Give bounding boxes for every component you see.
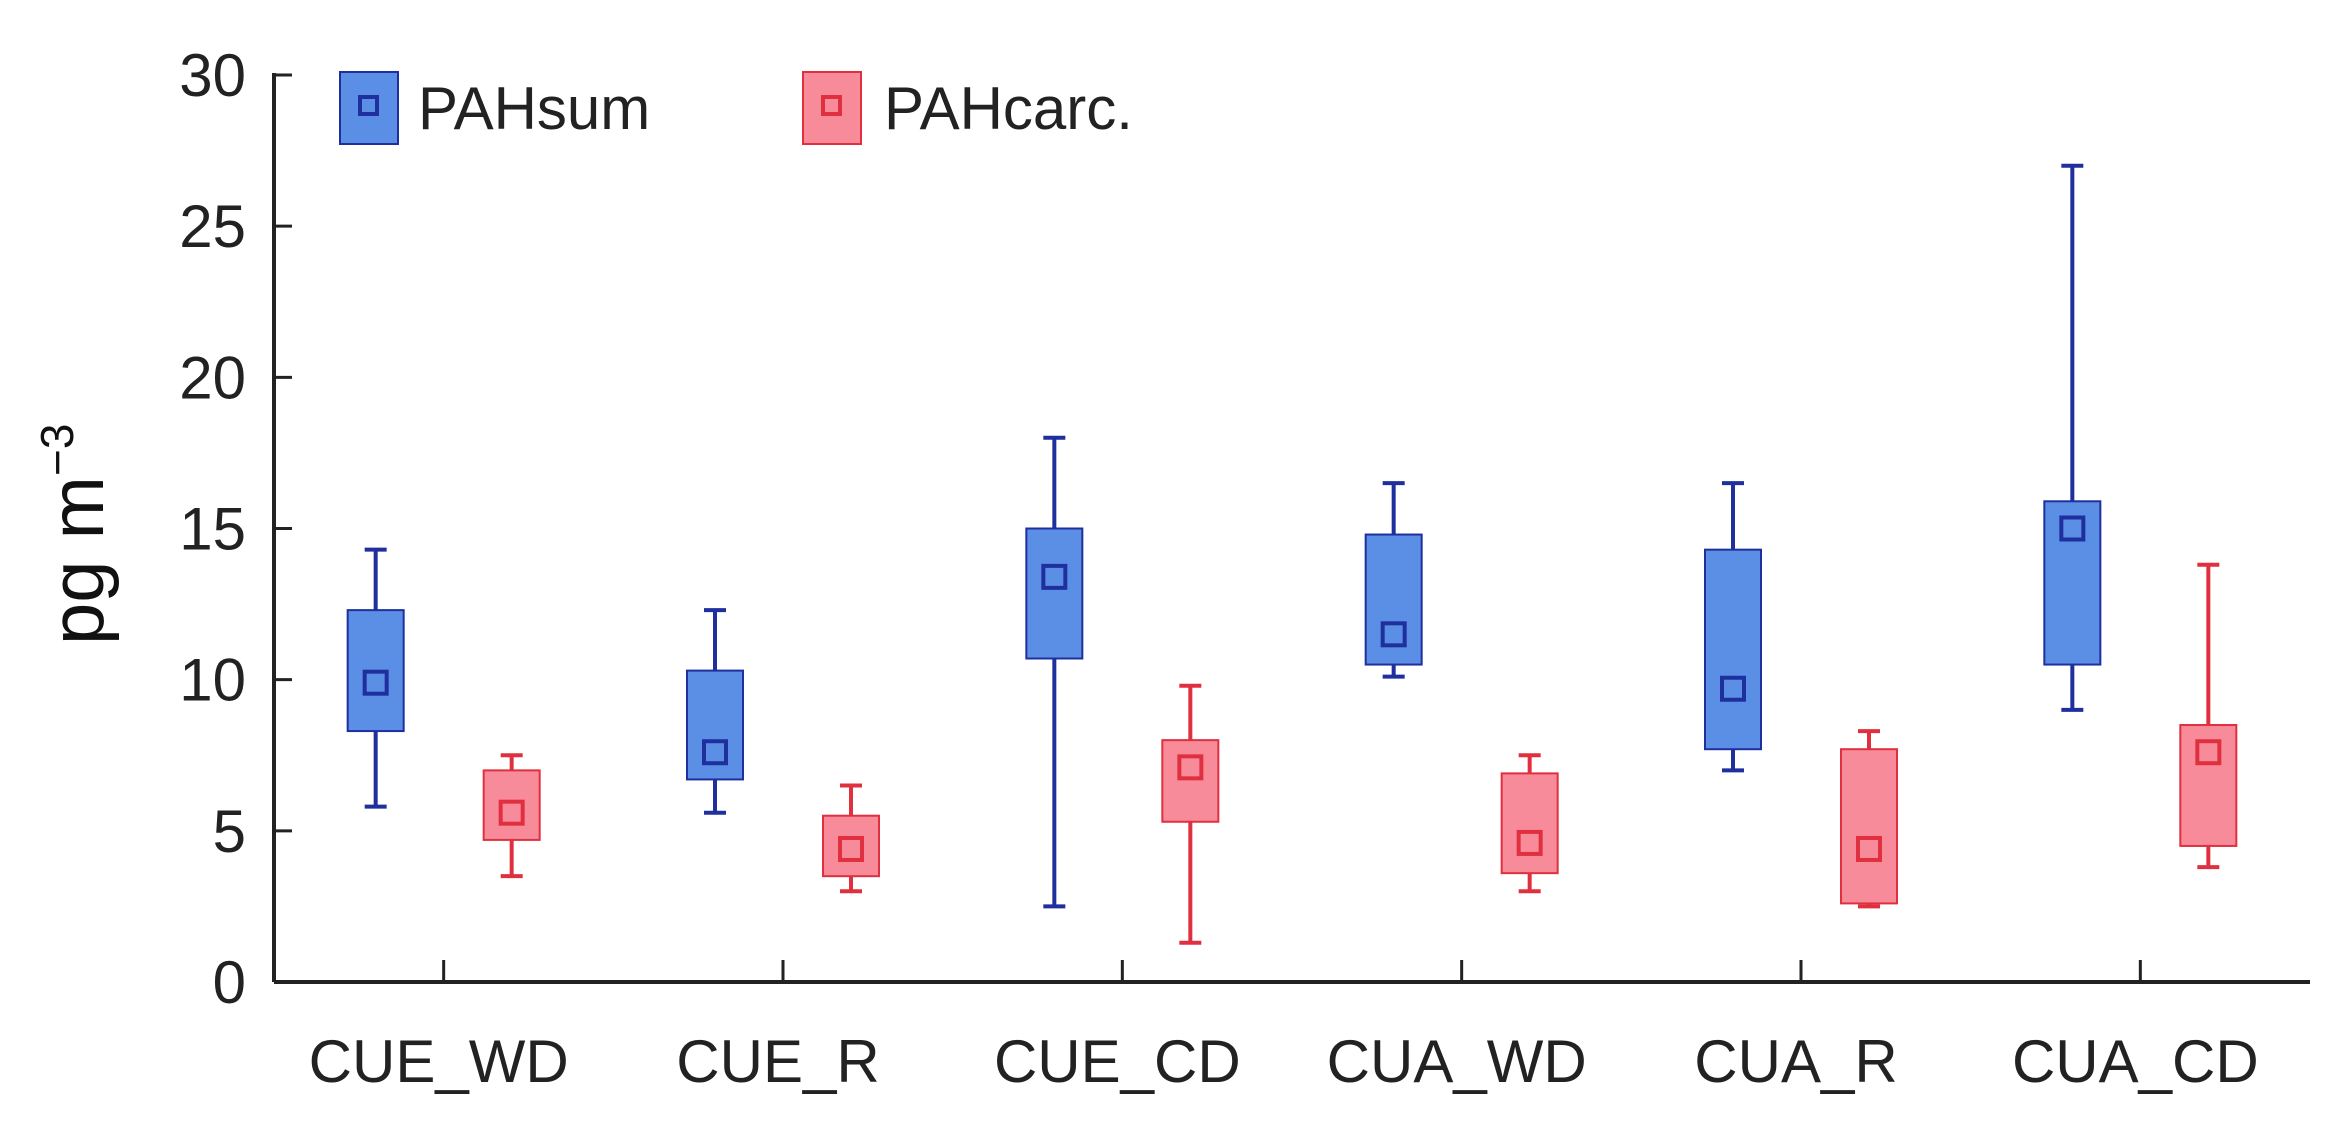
box-pahsum-cua-cd xyxy=(2043,163,2102,712)
box-pahcarc-cua-cd xyxy=(2179,562,2238,870)
box-iqr xyxy=(2043,500,2102,666)
y-tick-label: 20 xyxy=(179,344,246,411)
legend-swatch-pahsum xyxy=(339,71,399,145)
axes: 0 5 10 15 20 25 30 CUE_WD CUE_R CUE_CD CUA_WD CUA_R… xyxy=(179,42,2310,1095)
box-pahcarc-cua-r xyxy=(1840,729,1898,909)
legend-label-pahcarc: PAHcarc. xyxy=(884,75,1133,142)
box-iqr xyxy=(1840,748,1898,905)
x-tick-label: CUA_WD xyxy=(1327,1028,1587,1095)
mean-marker xyxy=(498,799,525,826)
y-tick-label: 5 xyxy=(213,798,246,865)
box-iqr xyxy=(1025,527,1084,660)
x-tick-label: CUA_CD xyxy=(2012,1028,2259,1095)
legend: PAHsum PAHcarc. xyxy=(339,71,1133,145)
box-iqr xyxy=(1704,548,1762,751)
box-pahcarc-cue-cd xyxy=(1161,683,1220,945)
mean-marker xyxy=(702,739,728,766)
box-iqr xyxy=(1364,533,1423,666)
mean-marker xyxy=(1516,829,1543,856)
y-tick-label: 25 xyxy=(179,193,246,260)
legend-swatch-pahcarc xyxy=(802,71,862,145)
box-pahsum-cue-wd xyxy=(346,547,405,809)
box-iqr xyxy=(482,769,541,841)
box-pahsum-cue-r xyxy=(686,608,744,815)
y-tick-label: 30 xyxy=(179,42,246,109)
legend-label-pahsum: PAHsum xyxy=(418,75,650,142)
mean-marker xyxy=(362,669,389,696)
mean-marker xyxy=(1041,563,1068,590)
y-axis-title: pg m−3 xyxy=(31,424,120,645)
legend-marker-pahcarc xyxy=(821,95,842,116)
box-pahcarc-cue-r xyxy=(822,783,880,894)
x-tick-label: CUE_R xyxy=(676,1028,879,1095)
mean-marker xyxy=(2195,739,2222,766)
box-iqr xyxy=(822,814,880,878)
legend-entry-pahsum: PAHsum xyxy=(339,71,650,145)
mean-marker xyxy=(838,835,864,862)
mean-marker xyxy=(1720,675,1746,702)
mean-marker xyxy=(1856,835,1882,862)
box-iqr xyxy=(2179,724,2238,847)
legend-entry-pahcarc: PAHcarc. xyxy=(802,71,1133,145)
legend-marker-pahsum xyxy=(358,95,379,116)
x-tick-label: CUA_R xyxy=(1694,1028,1897,1095)
x-tick-label: CUE_CD xyxy=(994,1028,1241,1095)
box-iqr xyxy=(1500,772,1559,875)
mean-marker xyxy=(1380,621,1407,648)
box-pahsum-cua-wd xyxy=(1364,481,1423,679)
mean-marker xyxy=(1177,754,1204,781)
box-series xyxy=(346,163,2238,945)
y-axis-title-superscript: −3 xyxy=(31,424,83,476)
y-tick-label: 15 xyxy=(179,496,246,563)
box-pahsum-cue-cd xyxy=(1025,435,1084,909)
y-tick-label: 0 xyxy=(213,949,246,1016)
x-tick-label: CUE_WD xyxy=(309,1028,569,1095)
mean-marker xyxy=(2059,515,2086,542)
y-axis-title-text: pg m xyxy=(35,476,120,645)
box-pahcarc-cua-wd xyxy=(1500,753,1559,894)
box-pahcarc-cue-wd xyxy=(482,753,541,879)
box-pahsum-cua-r xyxy=(1704,481,1762,773)
y-tick-label: 10 xyxy=(179,647,246,714)
box-iqr xyxy=(1161,739,1220,823)
